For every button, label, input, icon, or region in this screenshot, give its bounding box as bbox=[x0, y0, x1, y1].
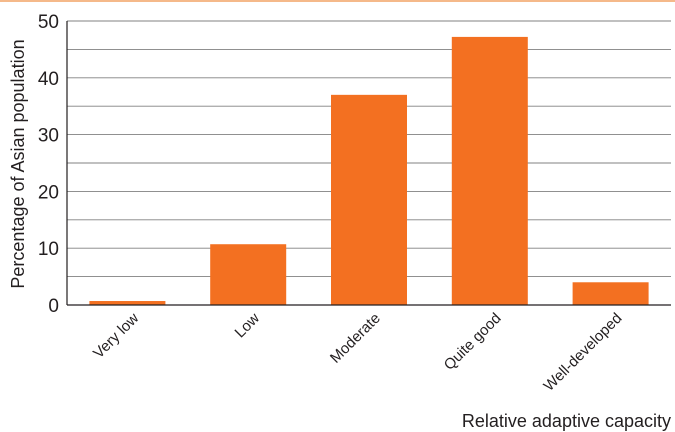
x-category-label: Moderate bbox=[327, 310, 384, 367]
x-axis-title: Relative adaptive capacity bbox=[462, 411, 671, 431]
y-tick-label: 20 bbox=[38, 182, 59, 203]
bar-moderate bbox=[331, 94, 407, 305]
y-tick-label: 50 bbox=[38, 12, 59, 33]
x-category-label: Very low bbox=[90, 310, 142, 362]
y-axis-title: Percentage of Asian population bbox=[8, 39, 28, 288]
y-tick-label: 30 bbox=[38, 126, 59, 147]
gridlines bbox=[67, 20, 671, 278]
bar-low bbox=[210, 244, 287, 305]
bar-well-developed bbox=[572, 282, 649, 305]
y-tick-label: 40 bbox=[38, 69, 59, 90]
y-tick-labels: 0 10 20 30 40 50 bbox=[38, 12, 59, 317]
x-category-label: Quite good bbox=[441, 310, 505, 374]
x-category-label: Well-developed bbox=[540, 310, 625, 395]
bar-very-low bbox=[89, 301, 166, 305]
y-tick-label: 10 bbox=[38, 239, 59, 260]
bar-quite-good bbox=[451, 36, 528, 306]
top-accent-rule bbox=[0, 0, 675, 2]
x-category-labels: Very low Low Moderate Quite good Well-develo… bbox=[90, 310, 625, 395]
y-tick-label: 0 bbox=[48, 296, 59, 317]
bars bbox=[89, 36, 649, 306]
axes bbox=[66, 21, 671, 306]
x-category-label: Low bbox=[232, 310, 264, 342]
